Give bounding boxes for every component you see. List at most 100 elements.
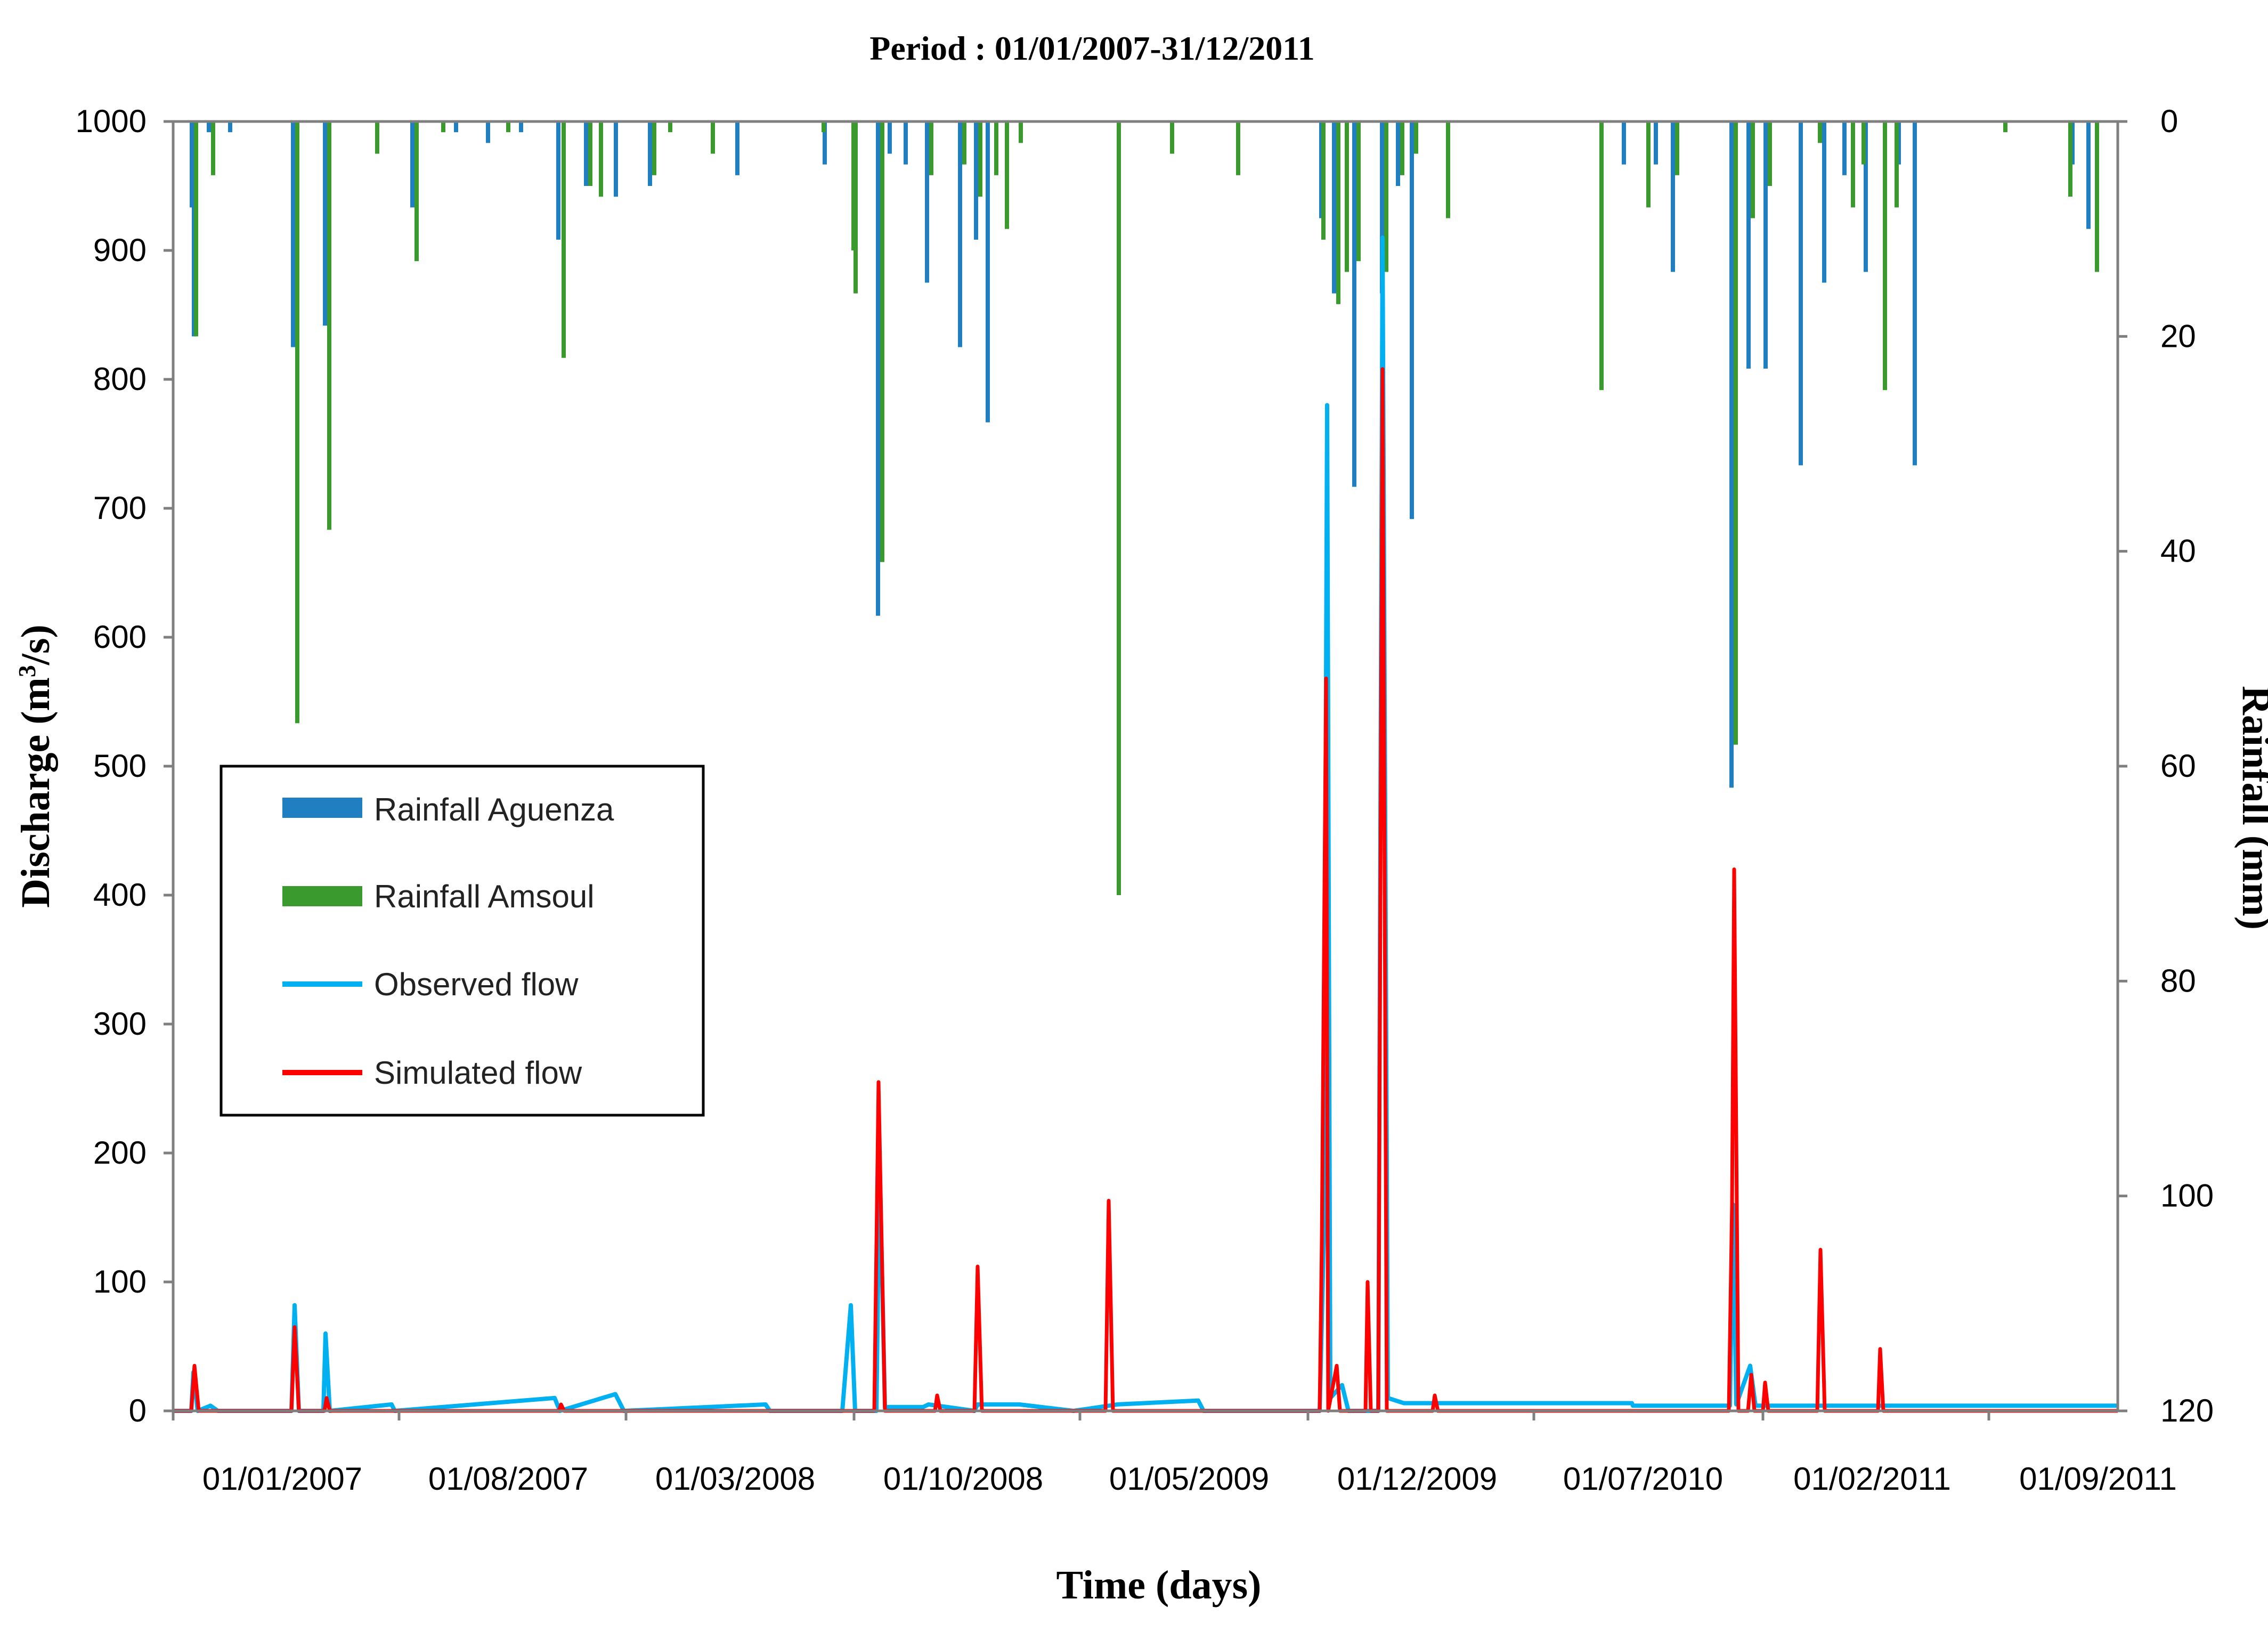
rain-bar-aguenza-40 bbox=[1913, 121, 1917, 466]
rain-bar-amsoul-30 bbox=[1356, 121, 1361, 262]
rain-bar-amsoul-36 bbox=[1646, 121, 1651, 208]
y-tick-label-0: 0 bbox=[129, 1393, 147, 1428]
rain-bar-aguenza-2 bbox=[207, 121, 211, 133]
rain-bar-amsoul-40 bbox=[1768, 121, 1772, 186]
rain-bar-amsoul-43 bbox=[1861, 121, 1866, 165]
rain-bar-amsoul-18 bbox=[929, 121, 933, 175]
rain-bar-amsoul-19 bbox=[962, 121, 966, 165]
x-axis-title: Time (days) bbox=[1056, 1563, 1262, 1607]
y2-tick-label-1: 20 bbox=[2160, 318, 2196, 354]
left-axis-ticks: 0 100 200 300 400 500 600 700 800 900 1000 bbox=[76, 103, 173, 1428]
y-tick-label-8: 800 bbox=[93, 361, 147, 397]
rain-bar-aguenza-17 bbox=[888, 121, 892, 154]
rain-bar-amsoul-35 bbox=[1599, 121, 1604, 391]
rain-bar-aguenza-36 bbox=[1822, 121, 1826, 283]
rain-bar-amsoul-5 bbox=[414, 121, 419, 262]
rain-bar-aguenza-25 bbox=[1352, 121, 1356, 487]
y-tick-label-2: 200 bbox=[93, 1135, 147, 1171]
y-tick-label-5: 500 bbox=[93, 748, 147, 784]
legend: Rainfall Aguenza Rainfall Amsoul Observe… bbox=[220, 765, 705, 1117]
x-tick-label-1: 01/08/2007 bbox=[428, 1461, 588, 1497]
legend-label-amsoul: Rainfall Amsoul bbox=[374, 879, 595, 914]
y-tick-label-7: 700 bbox=[93, 490, 147, 526]
y-tick-label-3: 300 bbox=[93, 1006, 147, 1042]
x-tick-label-2: 01/03/2008 bbox=[655, 1461, 815, 1497]
rain-bar-amsoul-38 bbox=[1734, 121, 1738, 745]
rain-bar-aguenza-11 bbox=[584, 121, 588, 186]
rain-bar-amsoul-16 bbox=[853, 121, 858, 294]
rain-bar-aguenza-24 bbox=[1332, 121, 1336, 294]
y-tick-label-10: 1000 bbox=[76, 103, 147, 139]
rain-bar-amsoul-45 bbox=[1895, 121, 1899, 208]
rain-bar-amsoul-33 bbox=[1414, 121, 1418, 154]
chart-title: Period : 01/01/2007-31/12/2011 bbox=[869, 29, 1315, 67]
rain-bar-amsoul-2 bbox=[295, 121, 299, 724]
rain-bar-aguenza-35 bbox=[1799, 121, 1803, 466]
rain-bar-amsoul-26 bbox=[1236, 121, 1240, 175]
rain-bar-aguenza-30 bbox=[1654, 121, 1658, 165]
y-tick-label-1: 100 bbox=[93, 1264, 147, 1300]
rain-bar-amsoul-25 bbox=[1170, 121, 1174, 154]
rain-bar-amsoul-10 bbox=[599, 121, 603, 197]
rain-bar-amsoul-3 bbox=[327, 121, 331, 530]
rain-bar-aguenza-9 bbox=[519, 121, 523, 133]
rain-bar-amsoul-37 bbox=[1675, 121, 1679, 175]
x-tick-label-6: 01/07/2010 bbox=[1563, 1461, 1723, 1497]
y2-tick-label-5: 100 bbox=[2160, 1178, 2214, 1214]
y-tick-label-4: 400 bbox=[93, 877, 147, 913]
rain-bar-amsoul-23 bbox=[1019, 121, 1023, 143]
y2-tick-label-0: 0 bbox=[2160, 103, 2178, 139]
rain-bar-amsoul-9 bbox=[588, 121, 592, 186]
rainfall-bars bbox=[190, 121, 2099, 895]
y-tick-label-6: 600 bbox=[93, 619, 147, 655]
rain-bar-amsoul-29 bbox=[1345, 121, 1349, 272]
rain-bar-aguenza-5 bbox=[323, 121, 327, 326]
y-axis-title-suffix: /s) bbox=[13, 624, 58, 665]
rain-bar-amsoul-20 bbox=[978, 121, 982, 197]
y-tick-label-9: 900 bbox=[93, 232, 147, 268]
rain-bar-amsoul-27 bbox=[1321, 121, 1326, 240]
rain-bar-amsoul-21 bbox=[994, 121, 998, 175]
x-axis-ticks: 01/01/2007 01/08/2007 01/03/2008 01/10/2008… bbox=[172, 1411, 2177, 1497]
y2-axis-title: Rainfall (mm) bbox=[2234, 686, 2268, 930]
rain-bar-amsoul-8 bbox=[562, 121, 566, 358]
rain-bar-aguenza-14 bbox=[735, 121, 739, 175]
rain-bar-aguenza-42 bbox=[2086, 121, 2091, 229]
rain-bar-amsoul-28 bbox=[1336, 121, 1340, 304]
legend-label-aguenza: Rainfall Aguenza bbox=[374, 792, 614, 827]
rain-bar-amsoul-47 bbox=[2068, 121, 2072, 197]
legend-label-simulated: Simulated flow bbox=[374, 1055, 582, 1091]
rain-bar-aguenza-21 bbox=[974, 121, 978, 240]
rain-bar-aguenza-3 bbox=[228, 121, 232, 133]
y-axis-title-sup: 3 bbox=[13, 665, 40, 677]
rain-bar-amsoul-41 bbox=[1818, 121, 1822, 143]
rain-bar-aguenza-15 bbox=[823, 121, 827, 165]
rain-bar-amsoul-14 bbox=[822, 121, 826, 133]
rain-bar-aguenza-10 bbox=[556, 121, 560, 240]
rain-bar-amsoul-1 bbox=[211, 121, 215, 175]
rain-bar-aguenza-37 bbox=[1842, 121, 1847, 175]
rain-bar-aguenza-26 bbox=[1380, 121, 1384, 294]
rain-bar-aguenza-29 bbox=[1622, 121, 1626, 165]
rain-bar-amsoul-17 bbox=[880, 121, 884, 562]
rain-bar-amsoul-31 bbox=[1384, 121, 1388, 272]
rain-bar-aguenza-8 bbox=[486, 121, 490, 143]
rain-bar-amsoul-7 bbox=[506, 121, 510, 133]
rain-bar-aguenza-27 bbox=[1396, 121, 1400, 186]
right-axis-ticks: 0 20 40 60 80 100 120 bbox=[2118, 103, 2214, 1428]
legend-label-observed: Observed flow bbox=[374, 967, 579, 1002]
rain-bar-amsoul-44 bbox=[1883, 121, 1887, 391]
rain-bar-aguenza-12 bbox=[614, 121, 618, 197]
x-tick-label-8: 01/09/2011 bbox=[2019, 1461, 2177, 1497]
x-tick-label-3: 01/10/2008 bbox=[883, 1461, 1043, 1497]
rain-bar-amsoul-48 bbox=[2095, 121, 2099, 272]
rain-bar-amsoul-22 bbox=[1005, 121, 1009, 229]
rain-bar-aguenza-18 bbox=[904, 121, 908, 165]
rain-bar-amsoul-34 bbox=[1446, 121, 1450, 218]
rain-bar-aguenza-34 bbox=[1763, 121, 1768, 369]
y2-tick-label-4: 80 bbox=[2160, 963, 2196, 998]
legend-box bbox=[220, 765, 705, 1117]
rain-bar-aguenza-31 bbox=[1671, 121, 1675, 272]
x-tick-label-0: 01/01/2007 bbox=[202, 1461, 362, 1497]
